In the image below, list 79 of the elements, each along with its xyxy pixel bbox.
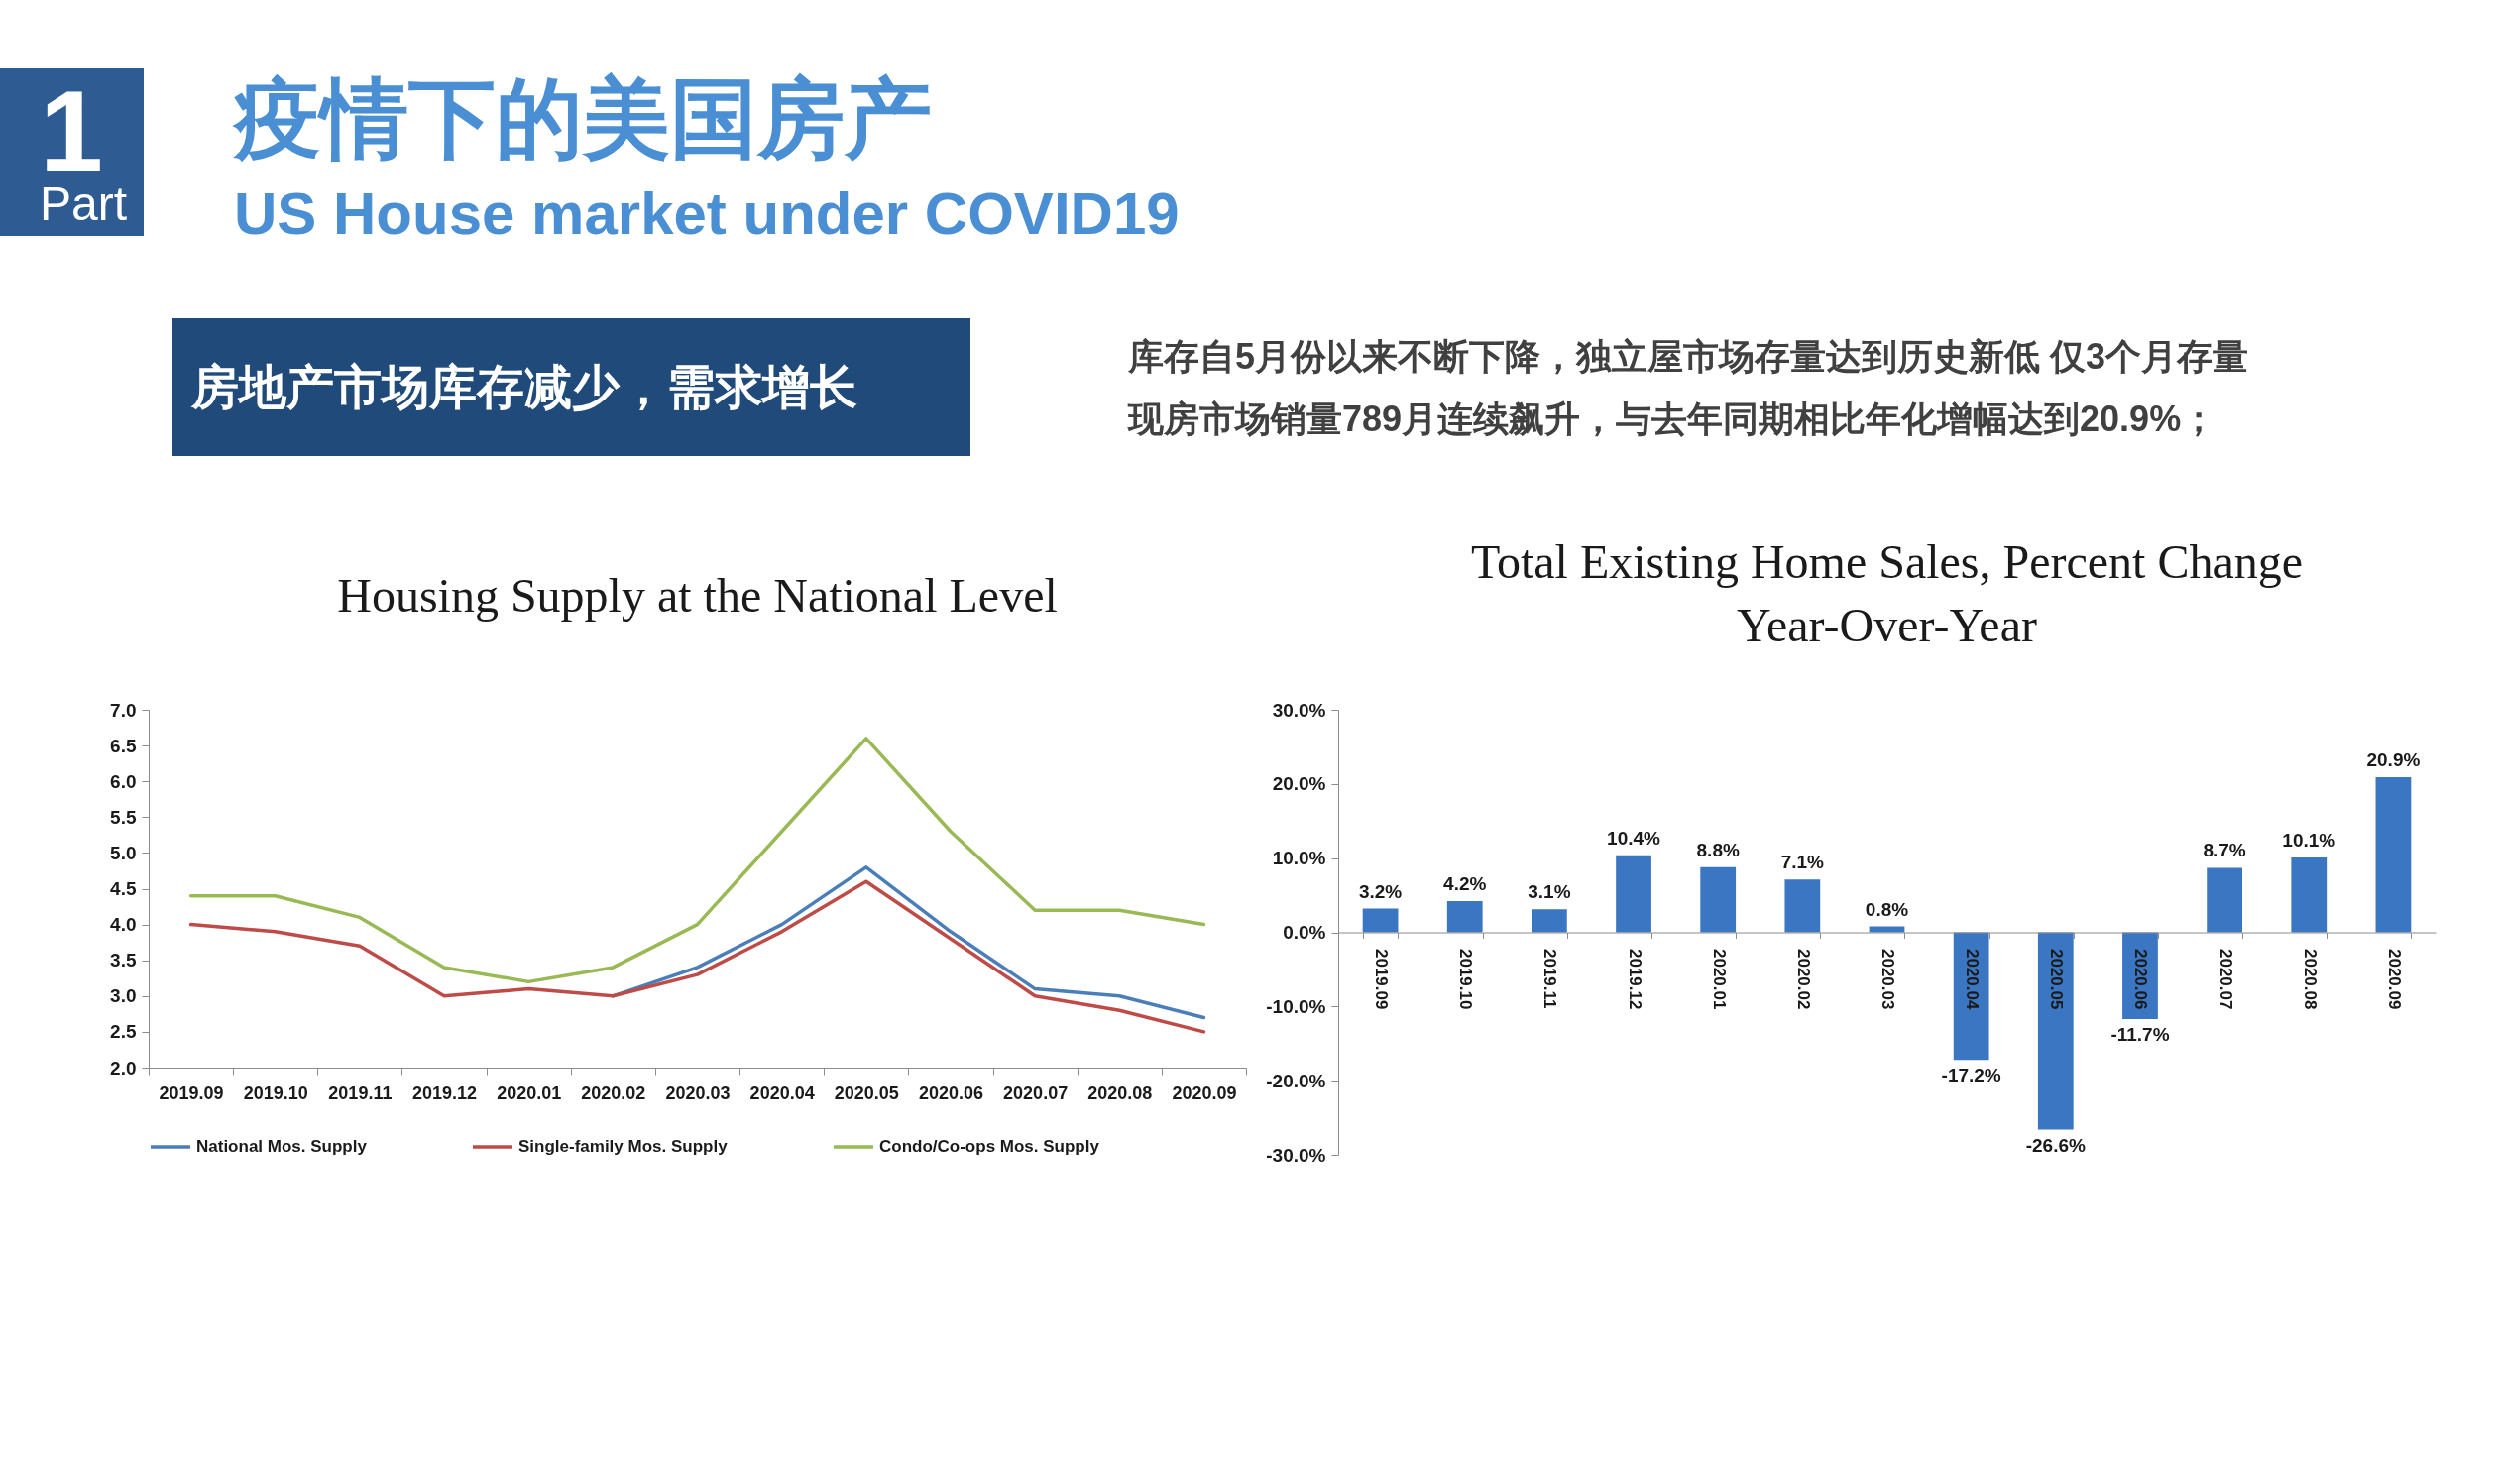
legend-label: Single-family Mos. Supply	[518, 1137, 729, 1156]
data-label: -26.6%	[2025, 1134, 2087, 1156]
text: 库存自5月份以来不断下降，独立屋市场存量达到历史新低 仅3个月存量	[1127, 336, 2249, 377]
x-tick-label: 2020.07	[1003, 1083, 1069, 1103]
y-tick-label: 4.5	[110, 878, 137, 899]
bar	[1362, 908, 1399, 933]
y-tick-label: 0.0%	[1283, 922, 1326, 943]
data-label: 10.1%	[2282, 829, 2336, 851]
x-tick-label: 2019.10	[243, 1083, 308, 1103]
line-series	[188, 737, 1206, 984]
text: 现房市场销量789月连续飙升，与去年同期相比年化增幅达到20.9%；	[1126, 399, 2217, 439]
x-tick-label: 2020.03	[665, 1083, 731, 1103]
data-label: 0.8%	[1865, 898, 1909, 920]
data-label: 8.7%	[2203, 840, 2246, 861]
y-tick-label: 30.0%	[1272, 699, 1326, 721]
bar	[2291, 856, 2328, 933]
y-tick-label: 10.0%	[1272, 848, 1326, 869]
legend-label: National Mos. Supply	[196, 1137, 368, 1156]
x-tick-label: 2020.06	[918, 1083, 983, 1103]
data-label: -17.2%	[1941, 1065, 2001, 1086]
line-series	[188, 879, 1206, 1034]
bar	[1700, 866, 1737, 933]
x-tick-label: 2019.09	[1372, 949, 1392, 1010]
x-tick-label: 2019.11	[1540, 949, 1560, 1009]
x-tick-label: 2020.05	[2047, 949, 2067, 1010]
x-tick-label: 2020.05	[834, 1083, 899, 1103]
x-tick-label: 2020.09	[2384, 949, 2404, 1010]
bar	[1784, 879, 1821, 933]
data-label: 8.8%	[1696, 839, 1740, 860]
y-tick-label: 3.0	[110, 985, 137, 1007]
x-tick-label: 2020.03	[1878, 949, 1897, 1010]
x-tick-label: 2019.09	[159, 1083, 224, 1103]
x-tick-label: 2020.08	[2300, 949, 2320, 1010]
chart-title: Housing Supply at the National Level	[337, 569, 1058, 622]
text: US House market under COVID19	[234, 180, 1180, 247]
y-tick-label: -10.0%	[1266, 995, 1326, 1017]
y-tick-label: -30.0%	[1266, 1144, 1326, 1166]
x-tick-label: 2019.12	[412, 1083, 478, 1103]
bar	[2375, 777, 2412, 933]
y-tick-label: 4.0	[110, 914, 137, 936]
bar	[1446, 901, 1483, 933]
x-tick-label: 2020.01	[1709, 949, 1729, 1010]
x-tick-label: 2020.09	[1172, 1083, 1237, 1103]
bar	[1616, 855, 1651, 933]
text: 疫情下的美国房产	[232, 69, 932, 168]
x-tick-label: 2020.02	[581, 1083, 646, 1103]
y-tick-label: 7.0	[110, 699, 137, 721]
data-label: 4.2%	[1443, 873, 1487, 895]
y-tick-label: 5.5	[110, 806, 137, 828]
x-tick-label: 2020.07	[2215, 949, 2235, 1010]
x-tick-label: 2020.04	[1963, 949, 1983, 1010]
y-tick-label: 6.0	[110, 770, 137, 792]
bar	[2207, 867, 2242, 933]
x-tick-label: 2020.06	[2131, 949, 2151, 1010]
x-tick-label: 2020.04	[749, 1083, 815, 1103]
y-tick-label: 5.0	[110, 842, 137, 863]
x-tick-label: 2019.10	[1456, 949, 1476, 1010]
x-tick-label: 2020.02	[1793, 949, 1813, 1010]
data-label: 3.2%	[1358, 880, 1403, 902]
y-tick-label: 3.5	[110, 950, 137, 971]
y-tick-label: 20.0%	[1272, 773, 1326, 795]
legend-label: Condo/Co-ops Mos. Supply	[879, 1137, 1100, 1156]
text: 房地产市场库存减少，需求增长	[190, 361, 857, 413]
bar	[1532, 909, 1567, 933]
y-tick-label: 2.5	[110, 1021, 137, 1043]
x-tick-label: 2020.01	[497, 1083, 562, 1103]
bar	[2037, 932, 2074, 1130]
data-label: 10.4%	[1607, 827, 1661, 849]
data-label: 7.1%	[1780, 852, 1825, 873]
data-label: 3.1%	[1528, 881, 1571, 903]
x-tick-label: 2019.12	[1625, 949, 1645, 1010]
y-tick-label: 2.0	[110, 1057, 137, 1079]
x-tick-label: 2019.11	[328, 1083, 393, 1103]
x-tick-label: 2020.08	[1087, 1083, 1153, 1103]
data-label: -11.7%	[2110, 1024, 2170, 1046]
y-tick-label: 6.5	[110, 735, 137, 756]
data-label: 20.9%	[2366, 749, 2421, 771]
chart-title: Total Existing Home Sales, Percent Change Year-Over-Year	[1470, 535, 2304, 651]
y-tick-label: -20.0%	[1266, 1070, 1326, 1091]
